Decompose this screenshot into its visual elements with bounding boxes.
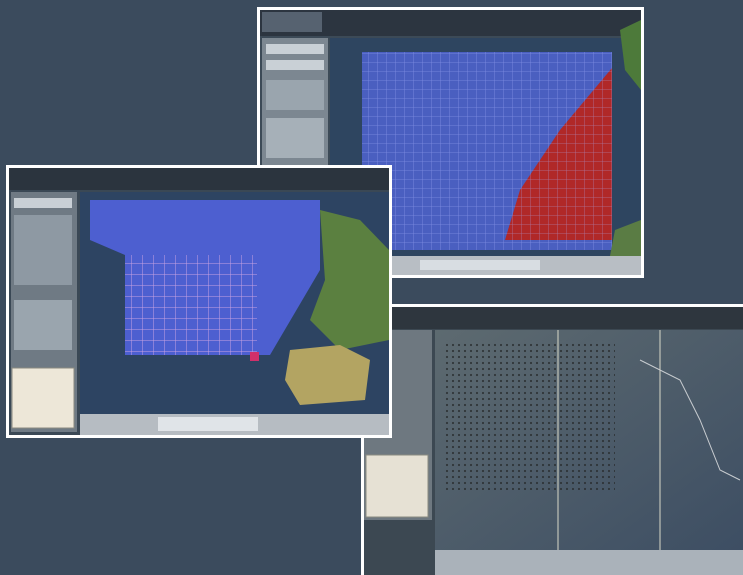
sidebar-field bbox=[266, 60, 324, 70]
top-bar bbox=[364, 307, 743, 329]
coastline bbox=[639, 359, 741, 481]
top-bar bbox=[9, 168, 389, 190]
land bbox=[310, 210, 389, 350]
screenshot-left bbox=[6, 165, 392, 438]
logo bbox=[262, 12, 322, 32]
status-field bbox=[158, 417, 258, 431]
info-box bbox=[11, 367, 75, 429]
map-grid bbox=[362, 52, 612, 250]
sidebar-table bbox=[14, 215, 72, 285]
sidebar-box bbox=[14, 300, 72, 350]
sidebar-box bbox=[266, 118, 324, 158]
sidebar-field bbox=[14, 198, 72, 208]
land bbox=[610, 220, 641, 256]
screenshot-bottom bbox=[361, 304, 743, 575]
info-box bbox=[365, 454, 429, 518]
sidebar-field bbox=[266, 44, 324, 54]
map-grid bbox=[445, 340, 615, 490]
map-grid bbox=[125, 255, 257, 355]
map-marker bbox=[250, 352, 259, 361]
status-field bbox=[420, 260, 540, 270]
sidebar-box bbox=[266, 80, 324, 110]
screenshot-top bbox=[257, 7, 644, 278]
top-bar bbox=[260, 10, 641, 36]
land bbox=[620, 20, 641, 90]
land bbox=[285, 345, 370, 405]
status-bar bbox=[435, 550, 743, 575]
